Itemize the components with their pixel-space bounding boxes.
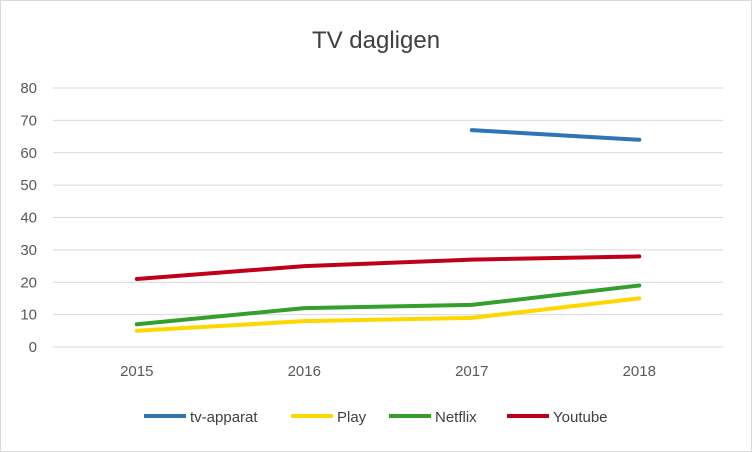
x-axis-ticks: 2015 2016 2017 2018: [120, 363, 656, 380]
legend-item: tv-apparat: [144, 409, 258, 426]
chart-title: TV dagligen: [311, 27, 441, 54]
legend-item: Play: [291, 409, 367, 426]
gridlines: [53, 87, 723, 348]
series-line-youtube: [134, 254, 642, 281]
series-line-tv-apparat: [469, 128, 642, 142]
y-tick-label: 70: [20, 112, 37, 129]
legend-label: Play: [337, 409, 367, 426]
legend: tv-apparat Play Netflix Youtube: [144, 409, 608, 426]
y-tick-label: 60: [20, 145, 37, 162]
legend-item: Netflix: [389, 409, 477, 426]
legend-label: Youtube: [553, 409, 608, 426]
series-line-play: [134, 296, 642, 333]
series-line-netflix: [134, 283, 642, 327]
y-tick-label: 10: [20, 307, 37, 324]
y-tick-label: 80: [20, 80, 37, 97]
y-tick-label: 30: [20, 242, 37, 259]
x-tick-label: 2017: [455, 363, 488, 380]
legend-label: Netflix: [435, 409, 477, 426]
y-axis-ticks: 0 10 20 30 40 50 60 70 80: [20, 80, 37, 356]
y-tick-label: 40: [20, 210, 37, 227]
y-tick-label: 0: [29, 339, 37, 356]
y-tick-label: 50: [20, 177, 37, 194]
x-tick-label: 2018: [623, 363, 656, 380]
x-tick-label: 2015: [120, 363, 153, 380]
legend-item: Youtube: [507, 409, 608, 426]
legend-label: tv-apparat: [190, 409, 258, 426]
series-lines: [134, 128, 642, 333]
x-tick-label: 2016: [288, 363, 321, 380]
y-tick-label: 20: [20, 274, 37, 291]
